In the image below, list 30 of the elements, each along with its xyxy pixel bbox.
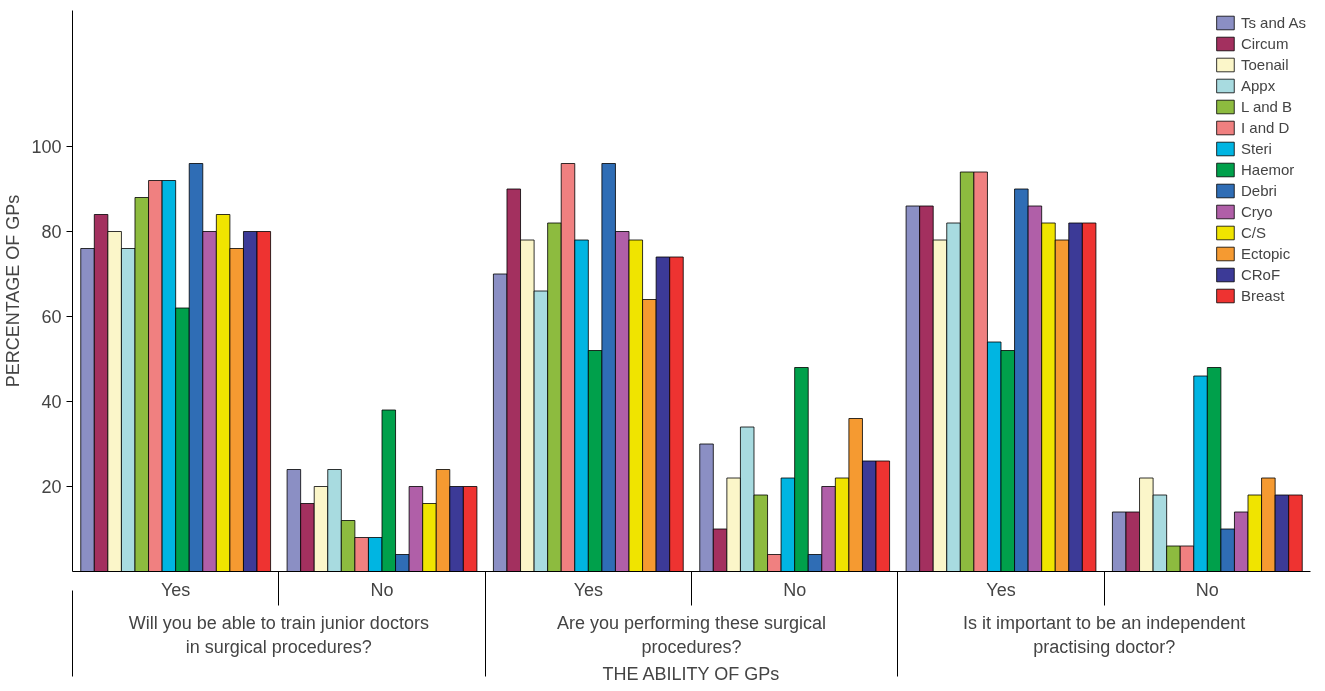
text: Will you be able to train junior doctors in surgical procedures? xyxy=(128,612,429,657)
y-tick-label: 40 xyxy=(41,392,62,412)
legend-label: L and B xyxy=(1240,98,1293,115)
x-axis-title: THE ABILITY OF GPs xyxy=(602,663,780,684)
x-tick-label: Yes xyxy=(573,579,604,600)
text: Are you performing these surgical procedures? xyxy=(556,612,827,657)
y-tick-label: 60 xyxy=(41,307,62,327)
legend-label: Ectopic xyxy=(1240,245,1291,262)
legend-label: Appx xyxy=(1240,77,1276,94)
legend-label: Steri xyxy=(1240,140,1272,157)
legend-label: Haemor xyxy=(1240,161,1295,178)
legend-label: I and D xyxy=(1240,119,1290,136)
y-axis-title: PERCENTAGE OF GPs xyxy=(3,194,24,388)
legend-label: Cryo xyxy=(1240,203,1273,220)
legend-label: Debri xyxy=(1240,182,1277,199)
legend-label: Ts and As xyxy=(1240,14,1306,31)
x-tick-label: No xyxy=(1195,579,1219,600)
legend-label: C/S xyxy=(1240,224,1266,241)
text: Is it important to be an independent practising doctor? xyxy=(963,612,1246,657)
legend-label: Circum xyxy=(1240,35,1289,52)
legend-label: Toenail xyxy=(1240,56,1289,73)
x-tick-label: No xyxy=(370,579,394,600)
x-tick-label: Yes xyxy=(160,579,191,600)
y-tick-label: 100 xyxy=(31,137,62,157)
x-tick-label: No xyxy=(783,579,807,600)
x-tick-label: Yes xyxy=(986,579,1016,600)
y-tick-label: 20 xyxy=(41,477,62,497)
legend-label: Breast xyxy=(1240,287,1285,304)
legend-label: CRoF xyxy=(1240,266,1281,283)
y-tick-label: 80 xyxy=(41,222,62,242)
